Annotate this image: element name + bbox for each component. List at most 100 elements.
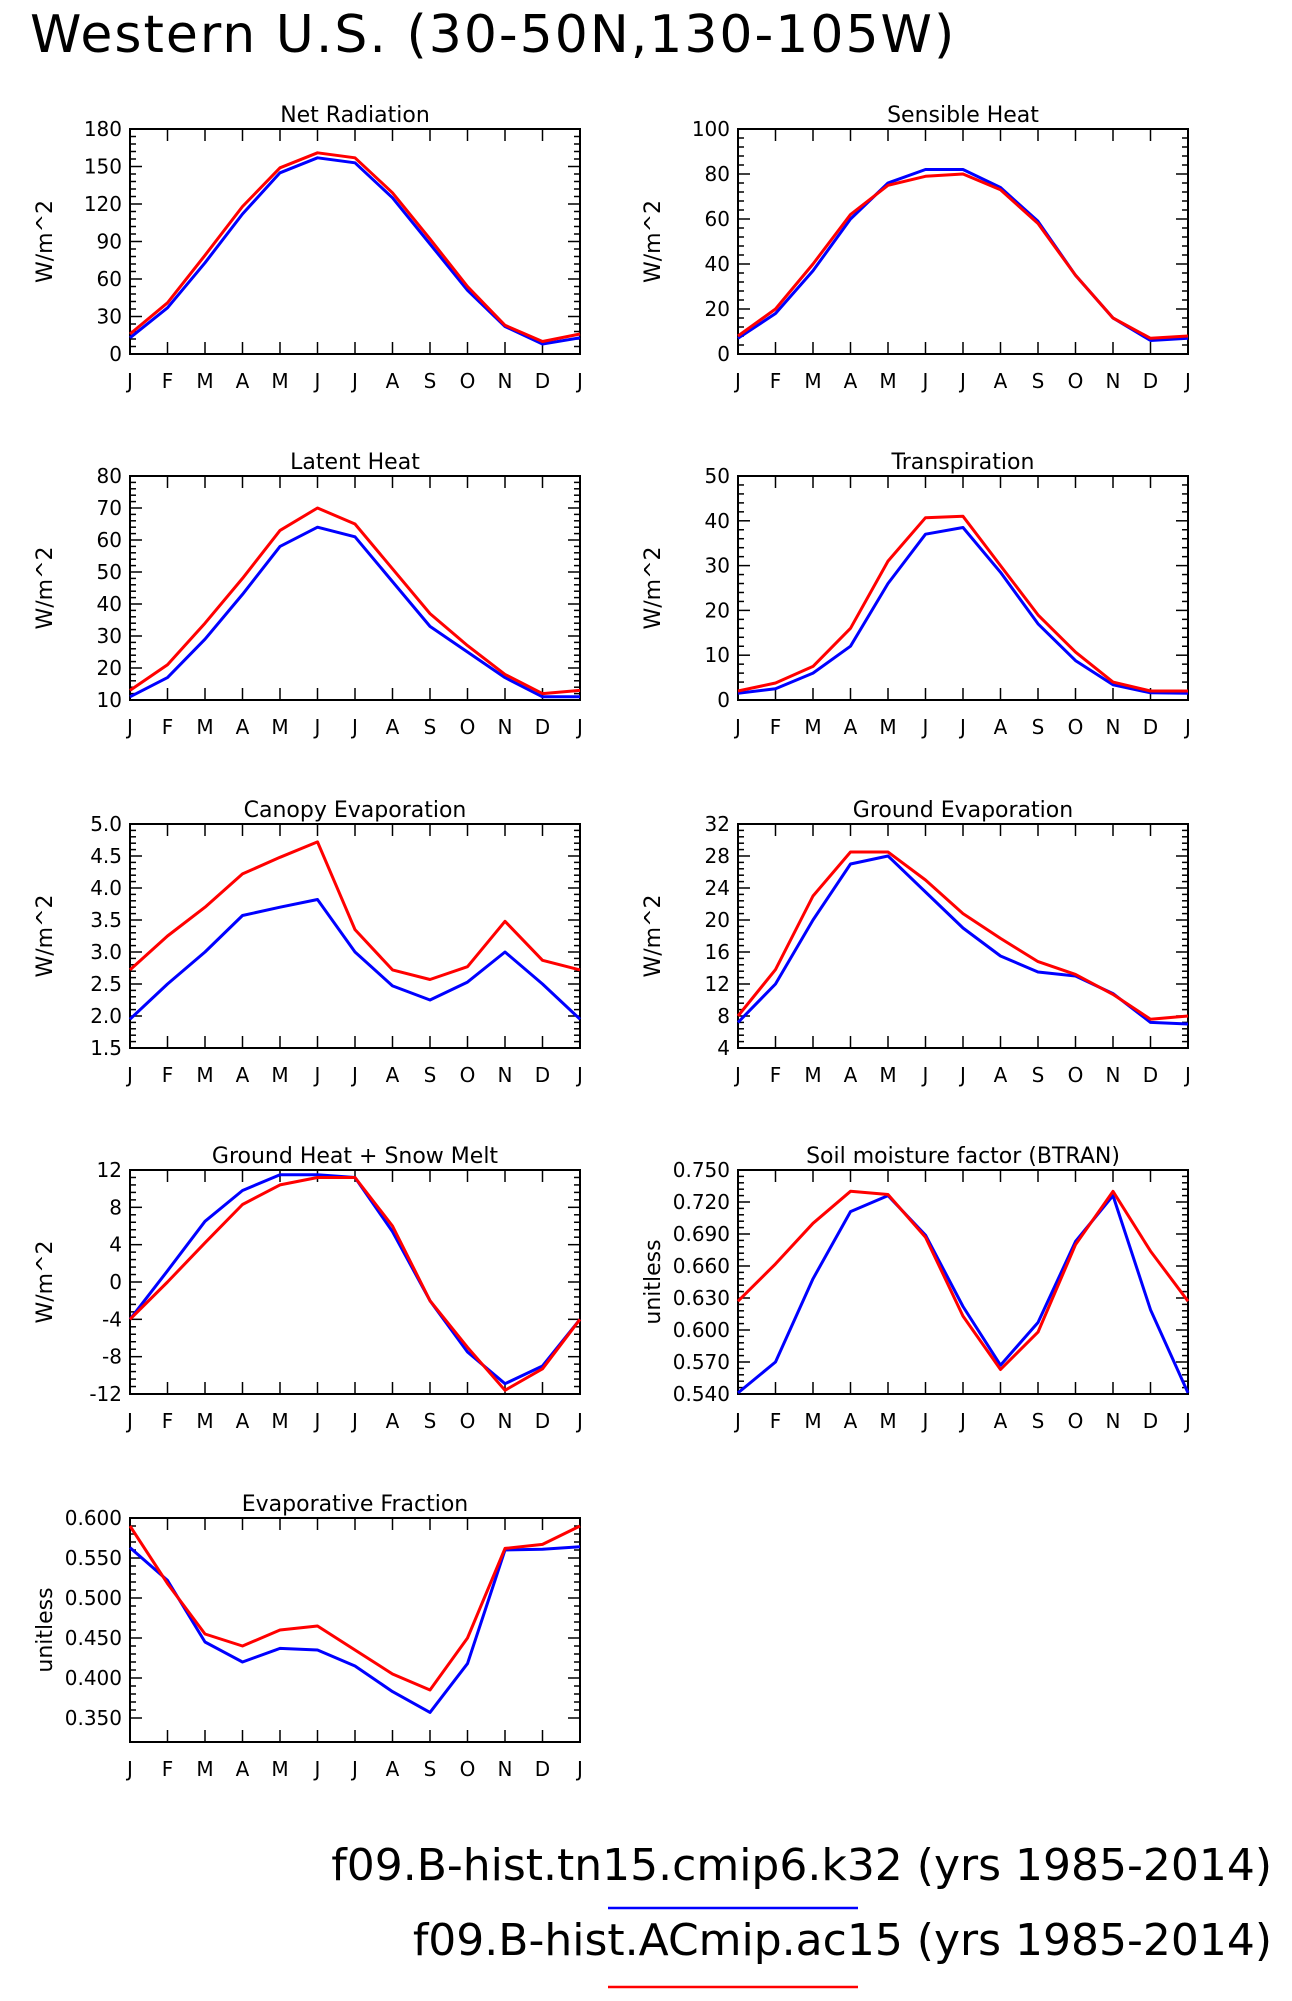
x-tick-label: M xyxy=(196,715,213,739)
x-tick-label: N xyxy=(498,1757,513,1781)
x-tick-label: F xyxy=(770,715,782,739)
y-axis-label: unitless xyxy=(33,1587,58,1672)
x-tick-label: A xyxy=(386,1757,400,1781)
x-tick-label: J xyxy=(350,1757,358,1781)
x-tick-label: J xyxy=(313,1409,321,1433)
series-line xyxy=(129,525,580,699)
x-tick-label: A xyxy=(994,1063,1008,1087)
x-tick-label: J xyxy=(350,369,358,393)
x-tick-label: O xyxy=(460,715,476,739)
y-tick-label: 120 xyxy=(84,192,122,216)
x-tick-label: N xyxy=(498,1063,513,1087)
y-tick-label: 12 xyxy=(97,1158,122,1182)
y-tick-label: 100 xyxy=(692,117,730,141)
x-tick-label: O xyxy=(460,1063,476,1087)
plot-frame xyxy=(129,475,581,701)
x-tick-label: A xyxy=(236,1063,250,1087)
plot-frame xyxy=(129,1169,581,1395)
y-axis-label: W/m^2 xyxy=(641,200,666,283)
panel-title: Evaporative Fraction xyxy=(242,1492,468,1517)
x-tick-label: J xyxy=(350,1063,358,1087)
series-line xyxy=(736,1189,1190,1371)
x-tick-label: F xyxy=(770,1063,782,1087)
x-tick-label: M xyxy=(804,1409,821,1433)
y-tick-label: 2.0 xyxy=(90,1004,122,1028)
y-tick-label: 0.550 xyxy=(65,1546,122,1570)
y-tick-label: 30 xyxy=(705,554,730,578)
y-tick-label: 2.5 xyxy=(90,972,122,996)
x-tick-label: J xyxy=(125,1063,133,1087)
y-tick-label: 0.690 xyxy=(673,1222,730,1246)
x-tick-label: M xyxy=(196,1409,213,1433)
y-tick-label: 0.630 xyxy=(673,1286,730,1310)
x-tick-label: J xyxy=(575,369,583,393)
x-tick-label: N xyxy=(1106,369,1121,393)
y-tick-label: 24 xyxy=(705,876,730,900)
x-tick-label: S xyxy=(1032,715,1045,739)
x-tick-label: N xyxy=(498,369,513,393)
x-tick-label: J xyxy=(313,1063,321,1087)
series-line xyxy=(129,151,581,343)
series-line xyxy=(128,1173,582,1386)
x-tick-label: J xyxy=(575,1063,583,1087)
x-tick-label: A xyxy=(994,715,1008,739)
x-tick-label: J xyxy=(350,715,358,739)
x-tick-label: J xyxy=(958,369,966,393)
y-tick-label: -4 xyxy=(102,1307,122,1331)
x-tick-label: J xyxy=(958,715,966,739)
y-tick-label: 40 xyxy=(705,509,730,533)
x-tick-label: A xyxy=(386,1409,400,1433)
x-tick-label: N xyxy=(1106,1409,1121,1433)
x-tick-label: D xyxy=(535,1757,550,1781)
y-tick-label: 60 xyxy=(705,207,730,231)
panel-title: Ground Heat + Snow Melt xyxy=(212,1144,499,1169)
x-tick-label: J xyxy=(313,369,321,393)
x-tick-label: D xyxy=(535,1063,550,1087)
x-tick-label: O xyxy=(1068,369,1084,393)
y-tick-label: 20 xyxy=(705,908,730,932)
series-line xyxy=(129,506,581,696)
y-tick-label: -12 xyxy=(89,1382,122,1406)
x-tick-label: O xyxy=(460,369,476,393)
y-tick-label: 0.540 xyxy=(673,1382,730,1406)
x-tick-label: M xyxy=(196,1757,213,1781)
y-tick-label: 20 xyxy=(705,598,730,622)
x-tick-label: J xyxy=(575,1757,583,1781)
x-tick-label: J xyxy=(733,1063,741,1087)
x-tick-label: D xyxy=(1143,1063,1158,1087)
y-tick-label: 10 xyxy=(97,688,122,712)
panel-title: Sensible Heat xyxy=(887,103,1039,128)
x-tick-label: M xyxy=(196,369,213,393)
x-tick-label: J xyxy=(921,715,929,739)
y-tick-label: 20 xyxy=(705,297,730,321)
series-line xyxy=(128,1524,581,1692)
x-tick-label: J xyxy=(125,715,133,739)
x-tick-label: A xyxy=(236,1757,250,1781)
x-tick-label: J xyxy=(125,1757,133,1781)
y-tick-label: 4 xyxy=(717,1036,730,1060)
x-tick-label: M xyxy=(271,369,288,393)
x-tick-label: M xyxy=(271,715,288,739)
x-tick-label: N xyxy=(498,1409,513,1433)
x-tick-label: N xyxy=(1106,715,1121,739)
x-tick-label: J xyxy=(1183,1409,1191,1433)
x-tick-label: D xyxy=(1143,1409,1158,1433)
x-tick-label: J xyxy=(1183,715,1191,739)
x-tick-label: M xyxy=(804,369,821,393)
legend-label: f09.B-hist.ACmip.ac15 (yrs 1985-2014) xyxy=(413,1915,1272,1966)
y-tick-label: 0.750 xyxy=(673,1158,730,1182)
x-tick-label: F xyxy=(162,1063,174,1087)
y-tick-label: 8 xyxy=(717,1004,730,1028)
y-tick-label: 0 xyxy=(109,342,122,366)
x-tick-label: S xyxy=(424,1409,437,1433)
y-tick-label: 0 xyxy=(109,1270,122,1294)
y-tick-label: 0 xyxy=(717,688,730,712)
y-tick-label: 30 xyxy=(97,624,122,648)
x-tick-label: J xyxy=(125,369,133,393)
x-tick-label: O xyxy=(1068,1063,1084,1087)
chart-panel: Canopy Evaporation 1.5 2.0 2.5 3.0 3.5 4.0 4.5 5… xyxy=(33,798,583,1087)
chart-panel: Soil moisture factor (BTRAN) 0.540 0.570 0.… xyxy=(641,1144,1191,1433)
y-tick-label: 8 xyxy=(109,1195,122,1219)
x-tick-label: M xyxy=(271,1409,288,1433)
